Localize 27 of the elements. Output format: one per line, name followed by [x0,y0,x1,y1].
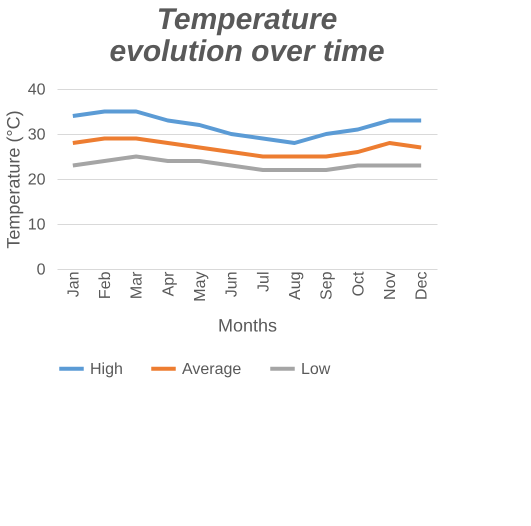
x-tick-label: May [192,272,209,302]
y-tick-label: 20 [28,172,46,188]
y-tick-label: 30 [28,126,46,144]
x-tick-label: Nov [382,272,399,300]
legend-label: Average [182,360,242,378]
x-axis-title: Months [218,316,278,336]
line-series [70,154,424,172]
x-tick-label: Feb [97,271,114,300]
y-tick-label: 10 [28,216,46,234]
text: Temperature [156,3,338,36]
x-tick-label: Jul [255,272,272,292]
legend-label: High [90,360,123,378]
x-tick-label: Jan [65,272,82,298]
x-tick-label: Apr [160,270,178,296]
x-tick-label: Mar [128,270,146,300]
x-tick-label: Aug [287,272,304,300]
legend-label: Low [301,360,331,378]
text: evolution over time [109,35,385,68]
x-tick-label: Sep [318,271,336,300]
y-axis-title: Temperature (°C) [4,110,24,249]
y-tick-label: 0 [36,262,46,278]
x-tick-label: Jun [224,272,241,298]
line-series [70,110,424,145]
y-tick-label: 40 [28,82,46,98]
x-tick-label: Dec [414,272,431,300]
line-series [70,136,424,158]
x-tick-label: Oct [350,270,368,296]
